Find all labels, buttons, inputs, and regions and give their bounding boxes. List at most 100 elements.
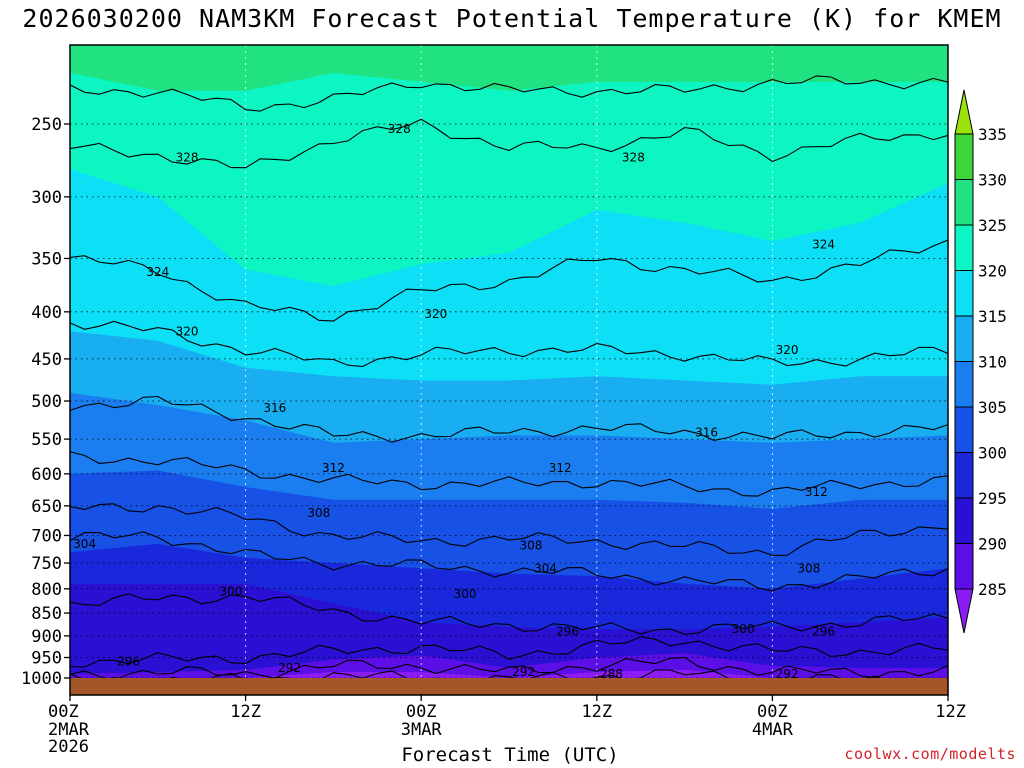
x-tick-year-0: 2026 [48,737,89,757]
contour-label-300: 300 [454,587,477,601]
contour-label-312: 312 [322,461,345,475]
x-tick-label-24: 00Z [406,702,437,722]
contour-label-312: 312 [805,485,828,499]
x-tick-label-0: 00Z [48,702,79,722]
credit-link[interactable]: coolwx.com/modelts [844,745,1016,763]
contour-label-324: 324 [812,238,835,252]
x-tick-label-12: 12Z [230,702,261,722]
contour-label-328: 328 [176,151,199,165]
y-tick-label-850: 850 [31,604,62,624]
colorbar-segment-295 [954,452,974,499]
colorbar-segment-300 [954,406,974,453]
contour-label-296: 296 [812,624,835,638]
contour-line-296 [70,636,948,668]
colorbar-segment-290 [954,497,974,544]
x-axis-label: Forecast Time (UTC) [401,744,619,766]
y-tick-label-350: 350 [31,249,62,269]
contour-label-288: 288 [600,667,623,681]
y-axis: 250 300 350 400 450 500 550 600 650 700 750 800 850 9… [21,115,70,689]
y-tick-label-800: 800 [31,580,62,600]
colorbar-label-325: 325 [978,216,1007,235]
contour-label-320: 320 [424,307,447,321]
y-tick-label-300: 300 [31,188,62,208]
contour-label-296: 296 [556,624,579,638]
contour-line-324 [70,239,948,322]
contour-label-308: 308 [798,561,821,575]
colorbar-high-triangle [954,89,974,135]
y-tick-label-900: 900 [31,627,62,647]
contour-label-300: 300 [732,622,755,636]
x-tick-date-24: 3MAR [401,720,443,740]
band-above-335 [70,35,948,45]
contour-labels: 328 328 328 324 324 320 320 320 316 316 312 312 312 3… [73,122,835,681]
contour-label-308: 308 [307,506,330,520]
colorbar-label-295: 295 [978,489,1007,508]
contour-label-292: 292 [776,667,799,681]
plot-frame [69,44,949,696]
contour-label-320: 320 [176,324,199,338]
colorbar-label-335: 335 [978,125,1007,144]
contour-line-316 [70,395,948,443]
colorbar-label-290: 290 [978,535,1007,554]
x-tick-date-0: 2MAR [48,720,90,740]
y-tick-label-400: 400 [31,303,62,323]
contour-line-328 [70,118,948,169]
contour-line-308 [70,503,948,556]
contour-label-300: 300 [220,584,243,598]
contour-label-316: 316 [695,425,718,439]
ground-strip [70,678,948,695]
colorbar-low-triangle [954,588,974,634]
contour-line-320 [70,320,948,368]
contour-label-324: 324 [146,265,169,279]
colorbar-segment-305 [954,361,974,408]
contour-line-332 [70,75,948,112]
colorbar: 285 290 295 300 305 310 315 320 325 330 335 [954,89,1007,634]
contour-label-304: 304 [534,561,557,575]
colorbar-segment-315 [954,270,974,317]
y-tick-label-550: 550 [31,430,62,450]
contour-line-312 [70,451,948,497]
contour-lines [70,75,948,688]
colorbar-label-285: 285 [978,580,1007,599]
colorbar-label-330: 330 [978,171,1007,190]
x-tick-date-48: 4MAR [752,720,794,740]
contour-label-320: 320 [776,343,799,357]
contour-label-328: 328 [622,151,645,165]
contour-label-296: 296 [117,655,140,669]
colorbar-segment-325 [954,179,974,226]
colorbar-label-310: 310 [978,353,1007,372]
y-tick-label-650: 650 [31,497,62,517]
x-tick-label-48: 00Z [757,702,788,722]
y-tick-label-750: 750 [31,554,62,574]
colorbar-segment-310 [954,315,974,362]
colorbar-label-320: 320 [978,262,1007,281]
contour-line-300 [70,593,948,635]
x-tick-label-60: 12Z [935,702,966,722]
y-tick-label-600: 600 [31,465,62,485]
y-tick-label-250: 250 [31,115,62,135]
y-tick-label-700: 700 [31,526,62,546]
y-tick-label-1000: 1000 [21,669,62,689]
colorbar-label-315: 315 [978,307,1007,326]
y-tick-label-500: 500 [31,392,62,412]
contour-label-308: 308 [519,539,542,553]
y-tick-label-450: 450 [31,350,62,370]
contour-label-292: 292 [278,661,301,675]
band-above-325 [70,45,948,286]
contour-label-292: 292 [512,665,535,679]
colorbar-segment-320 [954,224,974,271]
contour-label-316: 316 [263,401,286,415]
contour-line-292 [70,656,948,681]
colorbar-label-300: 300 [978,444,1007,463]
colorbar-label-305: 305 [978,398,1007,417]
contour-label-304: 304 [73,537,96,551]
contour-label-312: 312 [549,461,572,475]
colorbar-segment-285 [954,543,974,590]
colorbar-segment-330 [954,133,974,180]
x-tick-label-36: 12Z [581,702,612,722]
y-tick-label-950: 950 [31,649,62,669]
color-fill-bands [70,35,948,695]
contour-label-328: 328 [388,122,411,136]
